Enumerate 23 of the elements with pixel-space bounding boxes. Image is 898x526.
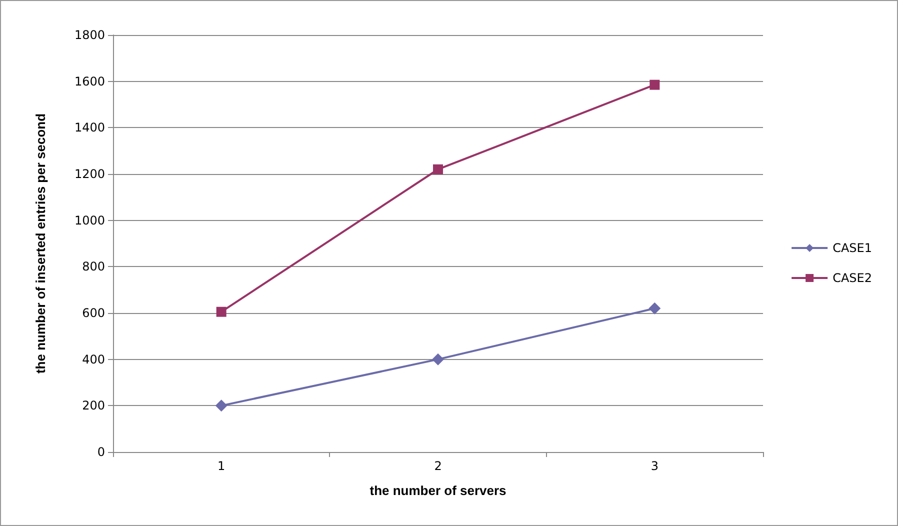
y-tick-label: 1400 xyxy=(74,120,105,135)
y-tick-label: 1600 xyxy=(74,74,105,88)
y-tick-label: 1800 xyxy=(74,28,105,42)
y-tick-label: 600 xyxy=(82,306,105,320)
y-tick-label: 800 xyxy=(82,260,105,274)
x-tick-label: 1 xyxy=(218,459,226,473)
point xyxy=(648,302,661,314)
y-tick-label: 1200 xyxy=(74,167,105,181)
y-tick-label: 1000 xyxy=(74,213,105,228)
point xyxy=(215,400,228,412)
point xyxy=(433,164,443,174)
point xyxy=(650,80,660,90)
x-tick-label: 2 xyxy=(434,459,442,473)
y-tick-label: 400 xyxy=(82,352,105,366)
legend-label: CASE2 xyxy=(832,271,872,285)
point xyxy=(432,353,444,366)
x-tick-label: 3 xyxy=(650,459,658,473)
legend-label: CASE1 xyxy=(832,241,872,255)
y-tick-label: 0 xyxy=(97,445,105,459)
point xyxy=(216,306,226,317)
y-tick-label: 200 xyxy=(82,398,105,413)
y-axis-title: the number of inserted entries per second xyxy=(33,113,48,374)
x-axis-title: the number of servers xyxy=(370,483,506,498)
